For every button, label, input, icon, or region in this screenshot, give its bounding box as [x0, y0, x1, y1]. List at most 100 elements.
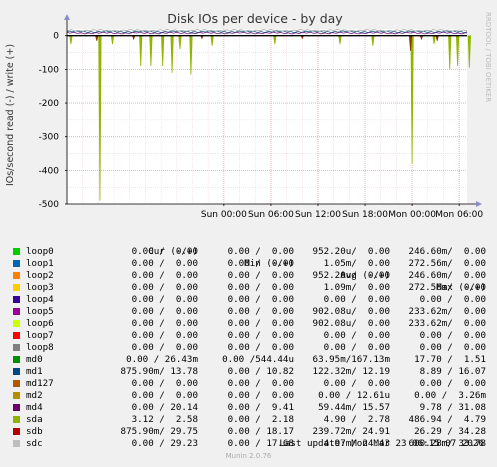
legend-swatch — [13, 368, 20, 375]
legend-cur: 3.12 / 2.58 — [131, 414, 198, 425]
last-update: Last update: Mon Mar 23 06:15:07 2026 — [279, 438, 484, 449]
legend-avg: 1.05m/ 0.00 — [323, 258, 390, 269]
legend-name: loop4 — [26, 294, 54, 305]
legend-row-loop3: loop3 0.00 / 0.00 0.00 / 0.00 1.09m/ 0.00 27… — [12, 282, 490, 294]
legend-name: md2 — [26, 390, 43, 401]
legend-cur: 0.00 / 0.00 — [131, 390, 198, 401]
legend-avg: 59.44m/ 15.57 — [318, 402, 390, 413]
legend-row-sdc: sdc 0.00 / 29.23 0.00 / 17.68 4.97m/ 24.43 6… — [12, 438, 490, 450]
legend-max: 233.62m/ 0.00 — [408, 318, 486, 329]
legend-name: loop7 — [26, 330, 54, 341]
legend-avg: 63.95m/167.13m — [312, 354, 390, 365]
legend-cur: 0.00 / 0.00 — [131, 330, 198, 341]
legend-cur: 0.00 / 0.00 — [131, 378, 198, 389]
plot-area — [67, 29, 467, 204]
legend-min: 0.00 / 0.00 — [227, 246, 294, 257]
legend-min: 0.00 / 9.41 — [227, 402, 294, 413]
legend-swatch — [13, 272, 20, 279]
legend-name: md127 — [26, 378, 54, 389]
x-ticks: Sun 00:00 Sun 06:00 Sun 12:00 Sun 18:00 Mon … — [201, 204, 483, 220]
legend-max: 8.89 / 16.07 — [419, 366, 486, 377]
legend-rows: loop0 0.00 / 0.00 0.00 / 0.00 952.20u/ 0.00… — [12, 246, 490, 450]
legend-name: md0 — [26, 354, 43, 365]
x-tick-label: Mon 06:00 — [435, 210, 483, 220]
legend-cur: 0.00 / 0.00 — [131, 246, 198, 257]
legend-min: 0.00 / 10.82 — [227, 366, 294, 377]
legend-min: 0.00 / 0.00 — [227, 282, 294, 293]
rrdtool-watermark: RRDTOOL / TOBI OETIKER — [484, 12, 492, 102]
legend-min: 0.00 / 0.00 — [227, 318, 294, 329]
legend-row-loop0: loop0 0.00 / 0.00 0.00 / 0.00 952.20u/ 0.00… — [12, 246, 490, 258]
legend-row-sdb: sdb 875.90m/ 29.75 0.00 / 18.17 239.72m/ 24… — [12, 426, 490, 438]
y-ticks: 0 -100 -200 -300 -400 -500 — [39, 32, 67, 210]
chart-plot: Disk IOs per device - by day IOs/second … — [5, 11, 492, 220]
legend-min: 0.00 / 18.17 — [227, 426, 294, 437]
legend-avg: 902.08u/ 0.00 — [312, 306, 390, 317]
legend-min: 0.00 / 0.00 — [227, 258, 294, 269]
legend-name: loop0 — [26, 246, 54, 257]
legend-name: loop6 — [26, 318, 54, 329]
legend-cur: 0.00 / 0.00 — [131, 294, 198, 305]
legend-avg: 0.00 / 0.00 — [323, 378, 390, 389]
legend-max: 0.00 / 0.00 — [419, 342, 486, 353]
legend-cur: 0.00 / 0.00 — [131, 318, 198, 329]
legend-row-md4: md4 0.00 / 20.14 0.00 / 9.41 59.44m/ 15.57 9… — [12, 402, 490, 414]
legend-header-cur: Cur (-/+) — [148, 246, 198, 257]
y-tick-label: -300 — [39, 133, 60, 143]
legend: Cur (-/+) Min (-/+) Avg (-/+) Max (-/+) … — [12, 234, 490, 450]
legend-swatch — [13, 344, 20, 351]
legend-max: 0.00 / 0.00 — [419, 330, 486, 341]
legend-swatch — [13, 260, 20, 267]
axes — [64, 14, 482, 207]
legend-avg: 0.00 / 12.61u — [318, 390, 390, 401]
legend-row-loop7: loop7 0.00 / 0.00 0.00 / 0.00 0.00 / 0.00 0.… — [12, 330, 490, 342]
legend-row-loop8: loop8 0.00 / 0.00 0.00 / 0.00 0.00 / 0.00 0.… — [12, 342, 490, 354]
legend-name: sda — [26, 414, 43, 425]
legend-min: 0.00 / 0.00 — [227, 390, 294, 401]
legend-min: 0.00 / 0.00 — [227, 378, 294, 389]
legend-avg: 122.32m/ 12.19 — [312, 366, 390, 377]
legend-avg: 4.90 / 2.78 — [323, 414, 390, 425]
legend-cur: 0.00 / 26.43m — [126, 354, 198, 365]
y-tick-label: -400 — [39, 166, 60, 176]
legend-swatch — [13, 392, 20, 399]
legend-max: 272.56m/ 0.00 — [408, 258, 486, 269]
legend-min: 0.00 / 0.00 — [227, 270, 294, 281]
legend-swatch — [13, 296, 20, 303]
x-axis-arrow — [476, 201, 482, 207]
legend-cur: 0.00 / 29.23 — [131, 438, 198, 449]
legend-avg: 1.09m/ 0.00 — [323, 282, 390, 293]
legend-swatch — [13, 416, 20, 423]
legend-name: loop8 — [26, 342, 54, 353]
legend-avg: 952.20u/ 0.00 — [312, 246, 390, 257]
legend-row-loop4: loop4 0.00 / 0.00 0.00 / 0.00 0.00 / 0.00 0.… — [12, 294, 490, 306]
legend-avg: 902.08u/ 0.00 — [312, 318, 390, 329]
legend-header-min: Min (-/+) — [244, 258, 294, 269]
legend-header: Cur (-/+) Min (-/+) Avg (-/+) Max (-/+) — [12, 234, 490, 293]
legend-row-md0: md0 0.00 / 26.43m 0.00 /544.44u 63.95m/167.… — [12, 354, 490, 366]
legend-header-avg: Avg (-/+) — [340, 270, 390, 281]
legend-swatch — [13, 380, 20, 387]
legend-cur: 0.00 / 20.14 — [131, 402, 198, 413]
munin-version: Munin 2.0.76 — [225, 452, 272, 460]
legend-max: 26.29 / 34.28 — [414, 426, 486, 437]
legend-row-md1: md1 875.90m/ 13.78 0.00 / 10.82 122.32m/ 12… — [12, 366, 490, 378]
x-tick-label: Sun 00:00 — [201, 210, 247, 220]
legend-max: 272.56m/ 0.00 — [408, 282, 486, 293]
legend-cur: 0.00 / 0.00 — [131, 258, 198, 269]
legend-name: md4 — [26, 402, 43, 413]
y-tick-label: -200 — [39, 99, 60, 109]
legend-row-sda: sda 3.12 / 2.58 0.00 / 2.18 4.90 / 2.78 486.… — [12, 414, 490, 426]
legend-swatch — [13, 308, 20, 315]
legend-min: 0.00 / 0.00 — [227, 342, 294, 353]
legend-max: 246.60m/ 0.00 — [408, 246, 486, 257]
legend-swatch — [13, 440, 20, 447]
legend-max: 0.00 / 0.00 — [419, 294, 486, 305]
legend-swatch — [13, 404, 20, 411]
legend-row-md127: md127 0.00 / 0.00 0.00 / 0.00 0.00 / 0.00 0.… — [12, 378, 490, 390]
x-tick-label: Sun 18:00 — [342, 210, 388, 220]
legend-avg: 0.00 / 0.00 — [323, 330, 390, 341]
legend-avg: 0.00 / 0.00 — [323, 294, 390, 305]
legend-row-md2: md2 0.00 / 0.00 0.00 / 0.00 0.00 / 12.61u 0.… — [12, 390, 490, 402]
legend-swatch — [13, 320, 20, 327]
